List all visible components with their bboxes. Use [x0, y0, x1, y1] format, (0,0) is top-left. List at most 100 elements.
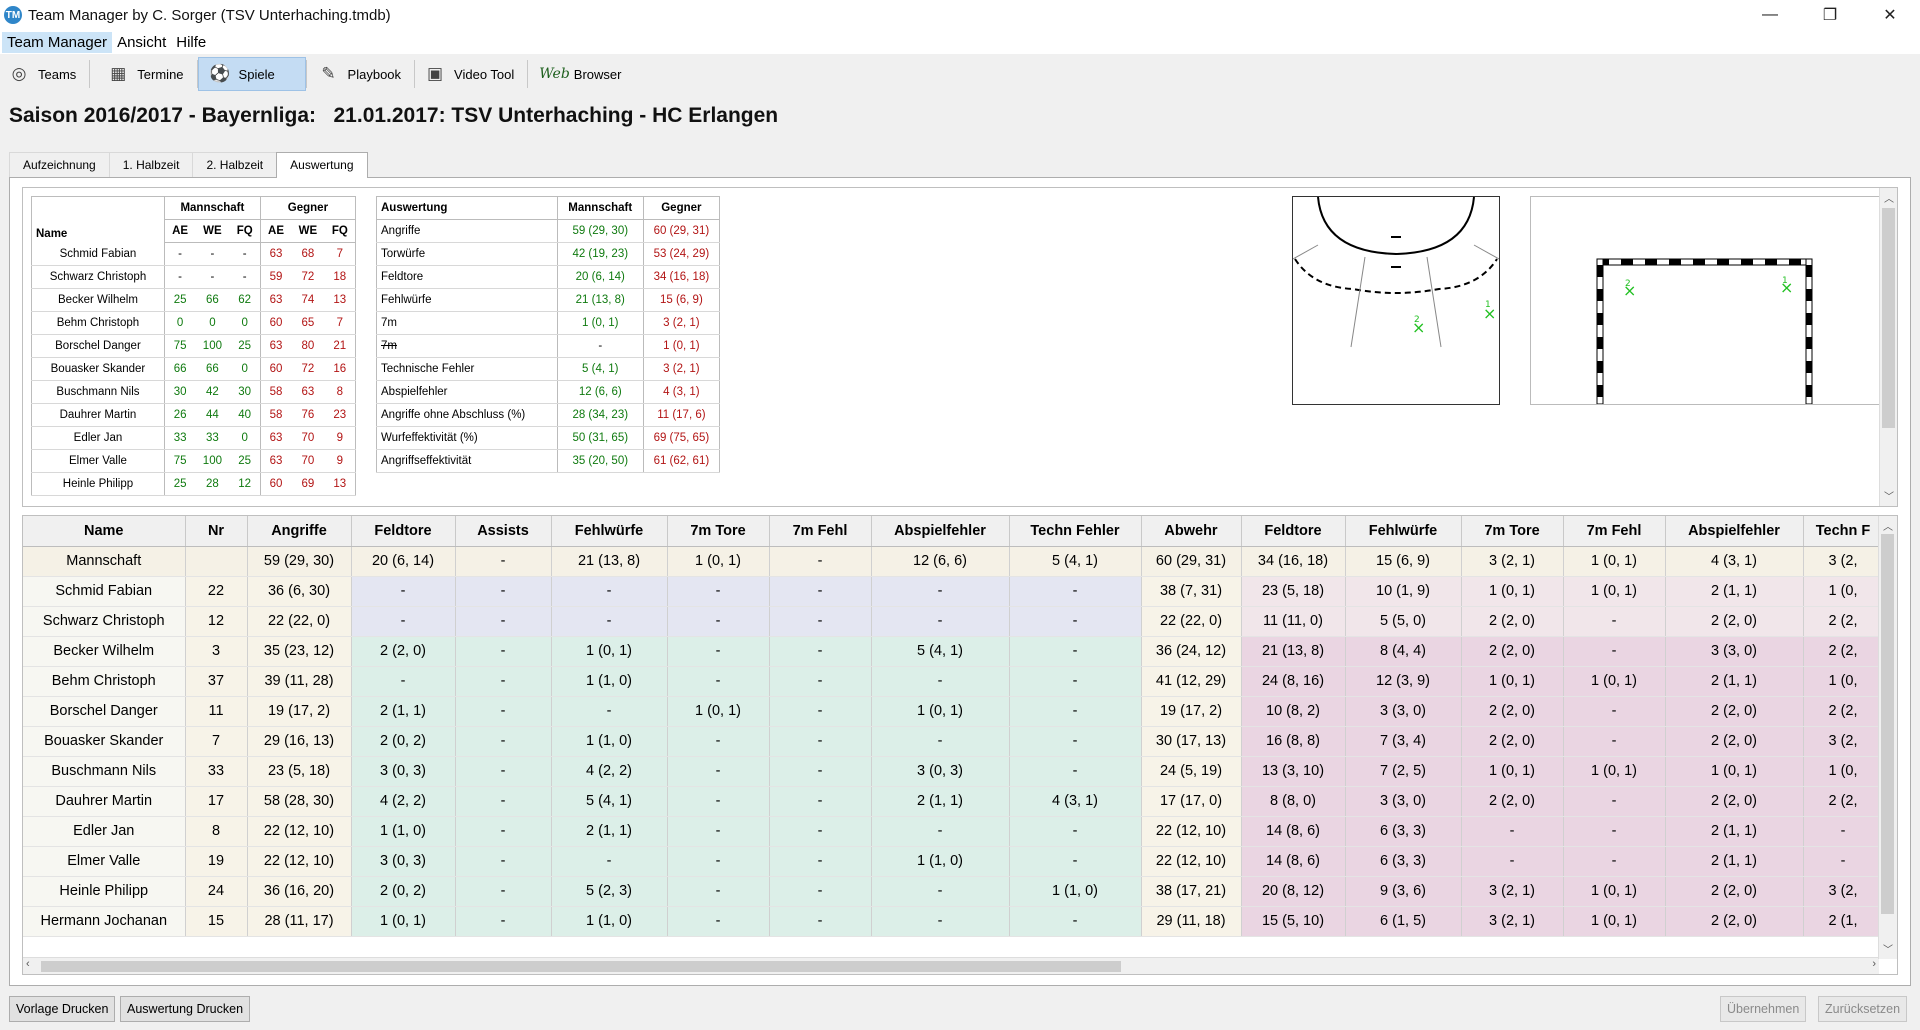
- tab-aufzeichnung[interactable]: Aufzeichnung: [9, 152, 110, 177]
- stat-cell: 6 (3, 3): [1345, 846, 1462, 877]
- column-header[interactable]: Feldtore: [351, 516, 456, 547]
- summary-row[interactable]: Angriffe ohne Abschluss (%) 28 (34, 23) 11…: [376, 403, 720, 427]
- scroll-up-icon[interactable]: ︿: [1883, 522, 1893, 533]
- column-header[interactable]: Feldtore: [1241, 516, 1346, 547]
- column-header[interactable]: 7m Fehl: [769, 516, 872, 547]
- column-header[interactable]: Techn F: [1803, 516, 1884, 547]
- player-row[interactable]: Bouasker Skander 7 29 (16, 13) 2 (0, 2) -1 (…: [23, 726, 1884, 757]
- player-row[interactable]: Heinle Philipp 24 36 (16, 20) 2 (0, 2) -5 (2…: [23, 876, 1884, 907]
- web-browser-button[interactable]: Web Browser: [528, 57, 634, 91]
- column-header[interactable]: Abspielfehler: [871, 516, 1010, 547]
- stat-cell: -: [667, 786, 770, 817]
- stat-cell: -: [1009, 576, 1142, 607]
- player-stat-row[interactable]: Borschel Danger 75 100 25 63 80 21: [31, 334, 356, 358]
- summary-label: Angriffe ohne Abschluss (%): [376, 403, 558, 427]
- summary-label: Angriffseffektivität: [376, 449, 558, 473]
- column-header[interactable]: 7m Fehl: [1563, 516, 1666, 547]
- column-header[interactable]: Abspielfehler: [1665, 516, 1804, 547]
- scroll-down-icon[interactable]: ﹀: [1884, 492, 1894, 503]
- detail-vscroll[interactable]: ︿ ﹀: [1878, 516, 1897, 959]
- stat-cell: 24 (8, 16): [1241, 666, 1346, 697]
- player-stat-row[interactable]: Schwarz Christoph - - -59 72 18: [31, 265, 356, 289]
- team-total-row[interactable]: Mannschaft 59 (29, 30) 20 (6, 14) -21 (13, …: [23, 546, 1884, 577]
- detail-hscroll[interactable]: ‹ ›: [23, 957, 1879, 974]
- stat-cell: 20 (6, 14): [351, 546, 456, 577]
- summary-row[interactable]: Wurfeffektivität (%) 50 (31, 65) 69 (75, 6…: [376, 426, 720, 450]
- summary-row[interactable]: Angriffseffektivität 35 (20, 50) 61 (62, 6…: [376, 449, 720, 473]
- goal-diagram[interactable]: × 2 × 1: [1530, 196, 1880, 405]
- menu-ansicht[interactable]: Ansicht: [117, 33, 167, 51]
- player-stat-row[interactable]: Bouasker Skander 66 66 0 60 72 16: [31, 357, 356, 381]
- column-header[interactable]: 7m Tore: [1461, 516, 1564, 547]
- close-icon[interactable]: ✕: [1883, 7, 1897, 24]
- tab-2-halbzeit[interactable]: 2. Halbzeit: [192, 152, 278, 177]
- detail-scroll-thumb[interactable]: [1881, 534, 1894, 914]
- stat-cell: -: [667, 906, 770, 937]
- detail-hscroll-thumb[interactable]: [41, 961, 1121, 972]
- termine-button[interactable]: ▦ Termine: [90, 57, 196, 91]
- column-header[interactable]: Fehlwürfe: [1345, 516, 1462, 547]
- menu-team-manager[interactable]: Team Manager: [2, 31, 113, 53]
- player-row[interactable]: Behm Christoph 37 39 (11, 28) - -1 (1, 0) - - -…: [23, 666, 1884, 697]
- playbook-button[interactable]: ✎ Playbook: [307, 57, 414, 91]
- stat-cell: 4 (2, 2): [551, 756, 668, 787]
- stat-cell: -: [769, 726, 872, 757]
- stat-cell: -: [455, 636, 552, 667]
- player-stat-row[interactable]: Edler Jan 33 33 0 63 70 9: [31, 426, 356, 450]
- reset-button[interactable]: Zurücksetzen: [1818, 996, 1908, 1022]
- scroll-left-icon[interactable]: ‹: [26, 958, 30, 970]
- stat-cell: -: [351, 666, 456, 697]
- video-tool-button[interactable]: ▣ Video Tool: [415, 57, 527, 91]
- column-header[interactable]: 7m Tore: [667, 516, 770, 547]
- player-stat-row[interactable]: Buschmann Nils 30 42 30 58 63 8: [31, 380, 356, 404]
- teams-button[interactable]: ◎ Teams: [3, 57, 89, 91]
- player-stat-row[interactable]: Elmer Valle 75 100 25 63 70 9: [31, 449, 356, 473]
- player-row[interactable]: Hermann Jochanan 15 28 (11, 17) 1 (0, 1) -1 …: [23, 906, 1884, 937]
- player-row[interactable]: Edler Jan 8 22 (12, 10) 1 (1, 0) -2 (1, 1) - -…: [23, 816, 1884, 847]
- column-header[interactable]: Angriffe: [247, 516, 352, 547]
- print-template-button[interactable]: Vorlage Drucken: [9, 996, 116, 1022]
- menu-hilfe[interactable]: Hilfe: [176, 33, 207, 51]
- player-stat-row[interactable]: Becker Wilhelm 25 66 62 63 74 13: [31, 288, 356, 312]
- summary-row[interactable]: 7m 1 (0, 1) 3 (2, 1): [376, 311, 720, 335]
- apply-button[interactable]: Übernehmen: [1720, 996, 1807, 1022]
- overview-scroll-thumb[interactable]: [1882, 208, 1895, 428]
- overview-vscroll[interactable]: ︿ ﹀: [1879, 188, 1897, 506]
- player-row[interactable]: Schwarz Christoph 12 22 (22, 0) - - - - - - -22 (…: [23, 606, 1884, 637]
- player-row[interactable]: Elmer Valle 19 22 (12, 10) 3 (0, 3) - - - -1 (1…: [23, 846, 1884, 877]
- player-stat-row[interactable]: Heinle Philipp 25 28 12 60 69 13: [31, 472, 356, 496]
- column-header[interactable]: Name: [23, 516, 186, 547]
- player-row[interactable]: Borschel Danger 11 19 (17, 2) 2 (1, 1) - -1 (…: [23, 696, 1884, 727]
- player-row[interactable]: Schmid Fabian 22 36 (6, 30) - - - - - - -38 (7, 3…: [23, 576, 1884, 607]
- player-stat-row[interactable]: Behm Christoph 0 0 0 60 65 7: [31, 311, 356, 335]
- summary-row[interactable]: Fehlwürfe 21 (13, 8) 15 (6, 9): [376, 288, 720, 312]
- player-stat-row[interactable]: Dauhrer Martin 26 44 40 58 76 23: [31, 403, 356, 427]
- scroll-up-icon[interactable]: ︿: [1884, 194, 1894, 205]
- summary-row[interactable]: Feldtore 20 (6, 14) 34 (16, 18): [376, 265, 720, 289]
- tab-1-halbzeit[interactable]: 1. Halbzeit: [108, 152, 194, 177]
- column-header[interactable]: Assists: [455, 516, 552, 547]
- column-header[interactable]: Nr: [185, 516, 248, 547]
- spiele-button[interactable]: ⚽ Spiele: [197, 57, 306, 91]
- print-evaluation-button[interactable]: Auswertung Drucken: [120, 996, 251, 1022]
- stat-value: 18: [324, 265, 356, 289]
- scroll-down-icon[interactable]: ﹀: [1883, 945, 1893, 956]
- player-row[interactable]: Dauhrer Martin 17 58 (28, 30) 4 (2, 2) -5 (4…: [23, 786, 1884, 817]
- scroll-right-icon[interactable]: ›: [1872, 958, 1876, 970]
- tab-auswertung[interactable]: Auswertung: [276, 152, 368, 178]
- summary-row[interactable]: 7m -1 (0, 1): [376, 334, 720, 358]
- column-header[interactable]: Fehlwürfe: [551, 516, 668, 547]
- court-diagram[interactable]: × 1 × 2: [1292, 196, 1500, 405]
- summary-row[interactable]: Abspielfehler 12 (6, 6) 4 (3, 1): [376, 380, 720, 404]
- maximize-icon[interactable]: ❐: [1822, 7, 1838, 24]
- player-row[interactable]: Becker Wilhelm 3 35 (23, 12) 2 (2, 0) -1 (0,…: [23, 636, 1884, 667]
- column-header[interactable]: Abwehr: [1141, 516, 1242, 547]
- player-stat-row[interactable]: Schmid Fabian - - -63 68 7: [31, 242, 356, 266]
- stat-cell: -: [1009, 906, 1142, 937]
- summary-row[interactable]: Torwürfe 42 (19, 23) 53 (24, 29): [376, 242, 720, 266]
- player-row[interactable]: Buschmann Nils 33 23 (5, 18) 3 (0, 3) -4 (2,…: [23, 756, 1884, 787]
- minimize-icon[interactable]: —: [1762, 6, 1778, 23]
- summary-row[interactable]: Angriffe 59 (29, 30) 60 (29, 31): [376, 219, 720, 243]
- summary-row[interactable]: Technische Fehler 5 (4, 1) 3 (2, 1): [376, 357, 720, 381]
- column-header[interactable]: Techn Fehler: [1009, 516, 1142, 547]
